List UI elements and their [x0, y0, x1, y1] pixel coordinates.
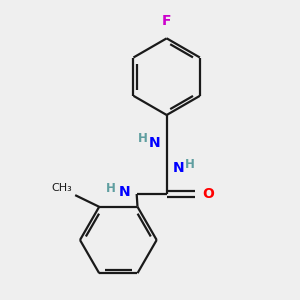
Text: O: O [202, 187, 214, 201]
Text: CH₃: CH₃ [51, 184, 72, 194]
Text: N: N [119, 185, 131, 199]
Text: H: H [106, 182, 116, 194]
Text: N: N [173, 161, 184, 175]
Text: F: F [162, 14, 171, 28]
Text: H: H [138, 132, 148, 145]
Text: H: H [185, 158, 195, 171]
Text: N: N [149, 136, 161, 150]
